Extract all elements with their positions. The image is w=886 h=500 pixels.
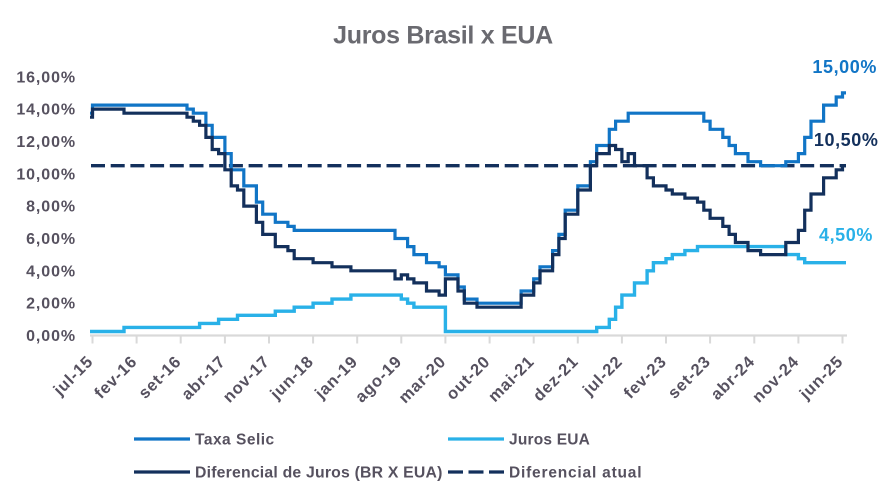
svg-text:set-23: set-23 xyxy=(665,353,715,403)
svg-text:jun-18: jun-18 xyxy=(266,353,317,404)
svg-text:ago-19: ago-19 xyxy=(352,353,406,407)
svg-text:mai-21: mai-21 xyxy=(485,353,538,406)
svg-text:8,00%: 8,00% xyxy=(26,199,76,216)
svg-text:12,00%: 12,00% xyxy=(16,134,76,151)
svg-text:out-20: out-20 xyxy=(443,353,494,404)
svg-text:10,00%: 10,00% xyxy=(16,166,76,183)
svg-text:nov-17: nov-17 xyxy=(220,353,274,407)
svg-text:fev-23: fev-23 xyxy=(620,353,670,403)
svg-text:set-16: set-16 xyxy=(135,353,185,403)
svg-text:jun-25: jun-25 xyxy=(796,353,847,404)
svg-text:4,00%: 4,00% xyxy=(26,263,76,280)
svg-text:2,00%: 2,00% xyxy=(26,296,76,313)
svg-text:6,00%: 6,00% xyxy=(26,231,76,248)
svg-text:16,00%: 16,00% xyxy=(16,69,76,86)
svg-text:14,00%: 14,00% xyxy=(16,102,76,119)
svg-text:jul-22: jul-22 xyxy=(579,353,626,400)
svg-text:Taxa Selic: Taxa Selic xyxy=(195,432,275,449)
svg-text:jul-15: jul-15 xyxy=(50,353,97,400)
svg-text:Diferencial de Juros (BR X EUA: Diferencial de Juros (BR X EUA) xyxy=(195,465,443,482)
svg-text:nov-24: nov-24 xyxy=(749,353,803,407)
svg-text:Diferencial atual: Diferencial atual xyxy=(509,465,642,482)
svg-text:10,50%: 10,50% xyxy=(814,130,879,150)
svg-text:fev-16: fev-16 xyxy=(91,353,141,403)
svg-text:0,00%: 0,00% xyxy=(26,328,76,345)
svg-text:Juros Brasil x EUA: Juros Brasil x EUA xyxy=(333,22,553,50)
svg-text:15,00%: 15,00% xyxy=(812,57,877,77)
svg-text:4,50%: 4,50% xyxy=(819,225,873,245)
svg-text:Juros EUA: Juros EUA xyxy=(509,432,590,449)
svg-text:mar-20: mar-20 xyxy=(395,353,449,407)
svg-text:dez-21: dez-21 xyxy=(530,353,582,405)
